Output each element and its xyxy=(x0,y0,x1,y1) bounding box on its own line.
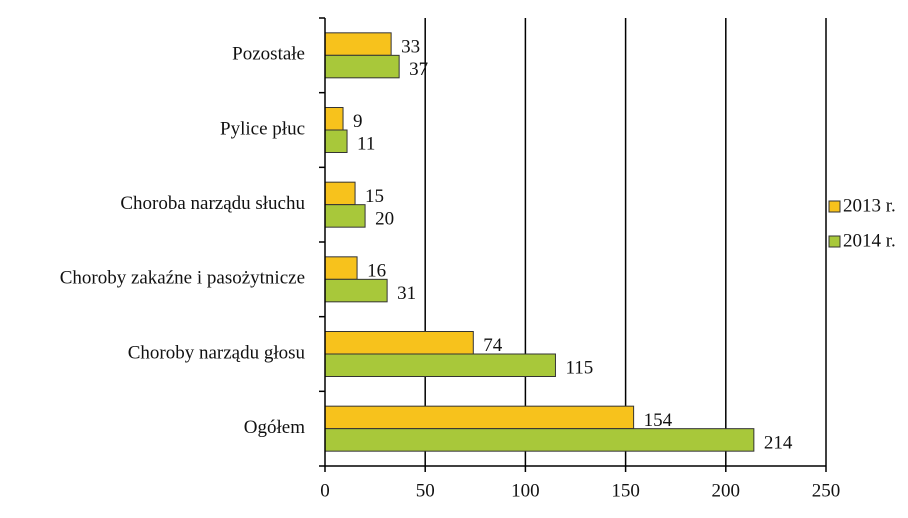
bar xyxy=(324,331,474,355)
data-label: 74 xyxy=(483,335,503,356)
y-tick-label: Pylice płuc xyxy=(220,118,305,139)
data-label: 154 xyxy=(644,410,673,431)
data-label: 37 xyxy=(409,59,428,80)
legend-label: 2014 r. xyxy=(843,230,896,251)
bar xyxy=(324,278,388,303)
data-label: 9 xyxy=(353,111,363,132)
x-tick-label: 200 xyxy=(712,480,741,501)
x-tick-label: 250 xyxy=(812,480,841,501)
data-label: 115 xyxy=(565,358,593,379)
bar xyxy=(324,181,356,206)
bar xyxy=(324,405,635,430)
x-tick-label: 0 xyxy=(320,480,330,501)
data-label: 15 xyxy=(365,186,384,207)
y-tick-label: Choroby zakaźne i pasożytnicze xyxy=(60,268,305,289)
bar xyxy=(324,107,344,131)
data-label: 16 xyxy=(367,260,386,281)
data-label: 214 xyxy=(764,432,793,453)
legend-label: 2013 r. xyxy=(843,195,896,216)
legend-swatch xyxy=(828,235,841,248)
y-tick-label: Ogółem xyxy=(244,417,305,438)
bar xyxy=(324,129,348,153)
bar xyxy=(324,428,755,452)
x-tick-label: 50 xyxy=(416,480,435,501)
bar xyxy=(324,353,556,377)
y-tick-label: Pozostałe xyxy=(232,44,305,65)
bar xyxy=(324,32,392,56)
data-label: 20 xyxy=(375,208,394,229)
data-label: 31 xyxy=(397,283,416,304)
data-label: 11 xyxy=(357,134,375,155)
bar xyxy=(324,256,358,280)
data-label: 33 xyxy=(401,36,420,57)
bar xyxy=(324,204,366,228)
x-tick-label: 100 xyxy=(511,480,540,501)
x-tick-label: 150 xyxy=(611,480,640,501)
legend-swatch xyxy=(828,200,841,213)
bar xyxy=(324,54,400,79)
y-tick-label: Choroba narządu słuchu xyxy=(120,193,305,214)
y-tick-label: Choroby narządu głosu xyxy=(128,342,306,363)
